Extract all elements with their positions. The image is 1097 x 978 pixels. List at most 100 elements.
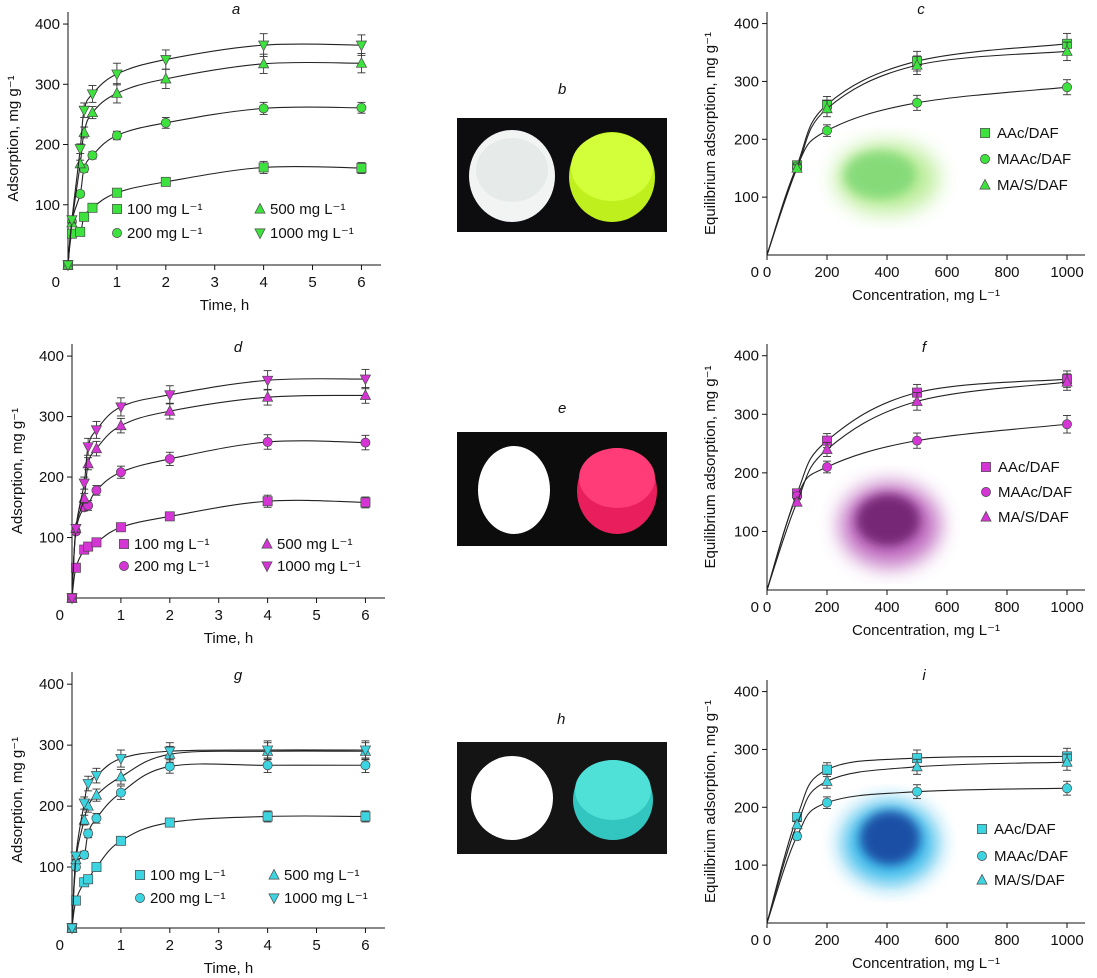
series-line	[766, 761, 1068, 924]
data-point	[74, 157, 86, 169]
data-point	[82, 457, 94, 469]
legend-marker	[268, 868, 280, 880]
data-point	[1061, 44, 1073, 56]
data-point	[70, 524, 82, 535]
inset-i-sample	[842, 801, 938, 885]
data-point	[66, 215, 78, 227]
data-point	[87, 202, 98, 213]
data-point	[164, 761, 175, 772]
data-point	[90, 442, 103, 454]
panel-letter-f: f	[922, 339, 928, 356]
data-point	[83, 828, 94, 839]
data-point	[86, 106, 99, 118]
data-point	[821, 774, 833, 786]
data-point	[360, 497, 371, 508]
data-point	[912, 435, 922, 446]
x-tick-label: 2	[162, 274, 170, 291]
y-tick-label: 200	[734, 799, 759, 816]
data-point	[164, 453, 175, 464]
x-tick-label: 400	[874, 264, 899, 281]
x-axis-label: Concentration, mg L⁻¹	[852, 622, 1000, 639]
data-point	[258, 103, 269, 114]
chart-f: 100 200 300 400 0 0 200 400 600 800 1000 Concentrat…	[702, 339, 1085, 639]
panel-letter-b: b	[558, 81, 566, 98]
legend-marker	[977, 851, 987, 861]
x-axis-label: Time, h	[204, 630, 253, 647]
data-point	[791, 818, 803, 830]
data-point	[1061, 755, 1073, 767]
x-tick-label: 5	[312, 607, 320, 624]
y-tick-label: 300	[35, 76, 60, 93]
legend-marker	[981, 462, 991, 472]
data-point	[355, 56, 368, 68]
legend-marker	[976, 873, 988, 885]
series-line	[766, 86, 1068, 256]
data-point	[262, 437, 273, 447]
data-point	[78, 478, 90, 490]
legend-label: 200 mg L⁻¹	[150, 890, 225, 907]
legend-marker	[980, 154, 990, 164]
data-point	[791, 495, 803, 507]
data-point	[78, 126, 90, 137]
photo-h-white-pellet	[471, 756, 553, 840]
data-point	[1062, 783, 1072, 794]
photo-e: e	[457, 400, 667, 546]
legend-label: 100 mg L⁻¹	[134, 536, 209, 553]
data-point	[262, 496, 273, 507]
x-tick-label: 5	[312, 937, 320, 954]
data-point	[356, 163, 367, 173]
legend-marker	[980, 510, 992, 522]
legend-marker	[135, 870, 145, 880]
data-point	[359, 389, 372, 400]
y-tick-label: 300	[734, 741, 759, 758]
photo-b: b	[457, 81, 667, 232]
series-line	[766, 423, 1068, 591]
series-line	[766, 50, 1068, 256]
x-tick-label: 4	[259, 274, 267, 291]
x-tick-label: 600	[934, 264, 959, 281]
data-point	[111, 187, 122, 198]
data-point	[164, 404, 176, 416]
x-tick-label: 200	[814, 932, 839, 949]
legend-label: 200 mg L⁻¹	[134, 558, 209, 575]
x-tick-label: 1000	[1050, 932, 1083, 949]
data-point	[62, 260, 74, 272]
data-point	[1062, 419, 1072, 430]
data-point	[66, 923, 78, 935]
y-tick-label: 300	[734, 73, 759, 90]
y-axis-label: Adsorption, mg g⁻¹	[9, 408, 26, 534]
data-point	[75, 188, 86, 199]
y-tick-label: 300	[39, 409, 64, 426]
data-point	[86, 89, 99, 101]
x-tick-label: 6	[361, 607, 369, 624]
legend-label: 500 mg L⁻¹	[284, 867, 359, 884]
y-axis-label: Equilibrium adsorption, mg g⁻¹	[702, 700, 719, 903]
legend-marker	[112, 204, 122, 214]
legend-marker	[119, 561, 129, 571]
data-point	[261, 745, 274, 757]
data-point	[91, 537, 102, 548]
data-point	[261, 375, 274, 387]
x-tick-label: 3	[215, 937, 223, 954]
data-point	[78, 105, 90, 117]
x-tick-label: 800	[994, 932, 1019, 949]
data-point	[257, 57, 270, 69]
y-tick-label: 100	[734, 523, 759, 540]
data-point	[91, 485, 102, 496]
series-line	[766, 787, 1068, 924]
legend-marker	[135, 893, 145, 903]
x-tick-label: 5	[308, 274, 316, 291]
series-line	[67, 61, 362, 266]
data-point	[78, 798, 90, 810]
x-tick-label: 0	[763, 599, 771, 616]
data-point	[74, 144, 86, 156]
data-point	[90, 771, 103, 782]
data-point	[258, 162, 269, 173]
x-tick-label: 2	[166, 607, 174, 624]
panel-letter-c: c	[917, 1, 925, 18]
data-point	[912, 786, 922, 797]
legend-marker	[981, 487, 991, 497]
data-point	[1062, 82, 1072, 93]
data-point	[115, 787, 126, 798]
data-point	[79, 211, 90, 222]
